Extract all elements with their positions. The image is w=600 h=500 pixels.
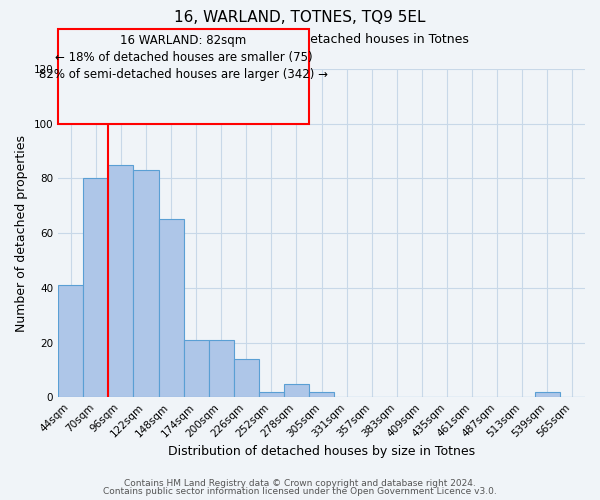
Bar (284, 384, 309, 397)
Bar (83, 178, 109, 397)
Text: 16, WARLAND, TOTNES, TQ9 5EL: 16, WARLAND, TOTNES, TQ9 5EL (174, 10, 426, 25)
X-axis label: Distribution of detached houses by size in Totnes: Distribution of detached houses by size … (168, 444, 475, 458)
Bar (535, 392, 560, 397)
Bar (209, 340, 234, 397)
Bar (109, 164, 133, 397)
Bar (259, 392, 284, 397)
Y-axis label: Number of detached properties: Number of detached properties (15, 134, 28, 332)
Bar (184, 340, 209, 397)
Text: Contains HM Land Registry data © Crown copyright and database right 2024.: Contains HM Land Registry data © Crown c… (124, 478, 476, 488)
Text: Size of property relative to detached houses in Totnes: Size of property relative to detached ho… (131, 32, 469, 46)
Text: 16 WARLAND: 82sqm
← 18% of detached houses are smaller (75)
82% of semi-detached: 16 WARLAND: 82sqm ← 18% of detached hous… (39, 34, 328, 81)
Bar (309, 392, 334, 397)
Bar (133, 170, 158, 397)
Text: Contains public sector information licensed under the Open Government Licence v3: Contains public sector information licen… (103, 487, 497, 496)
Bar (234, 359, 259, 397)
Bar (58, 285, 83, 397)
Bar (158, 220, 184, 397)
